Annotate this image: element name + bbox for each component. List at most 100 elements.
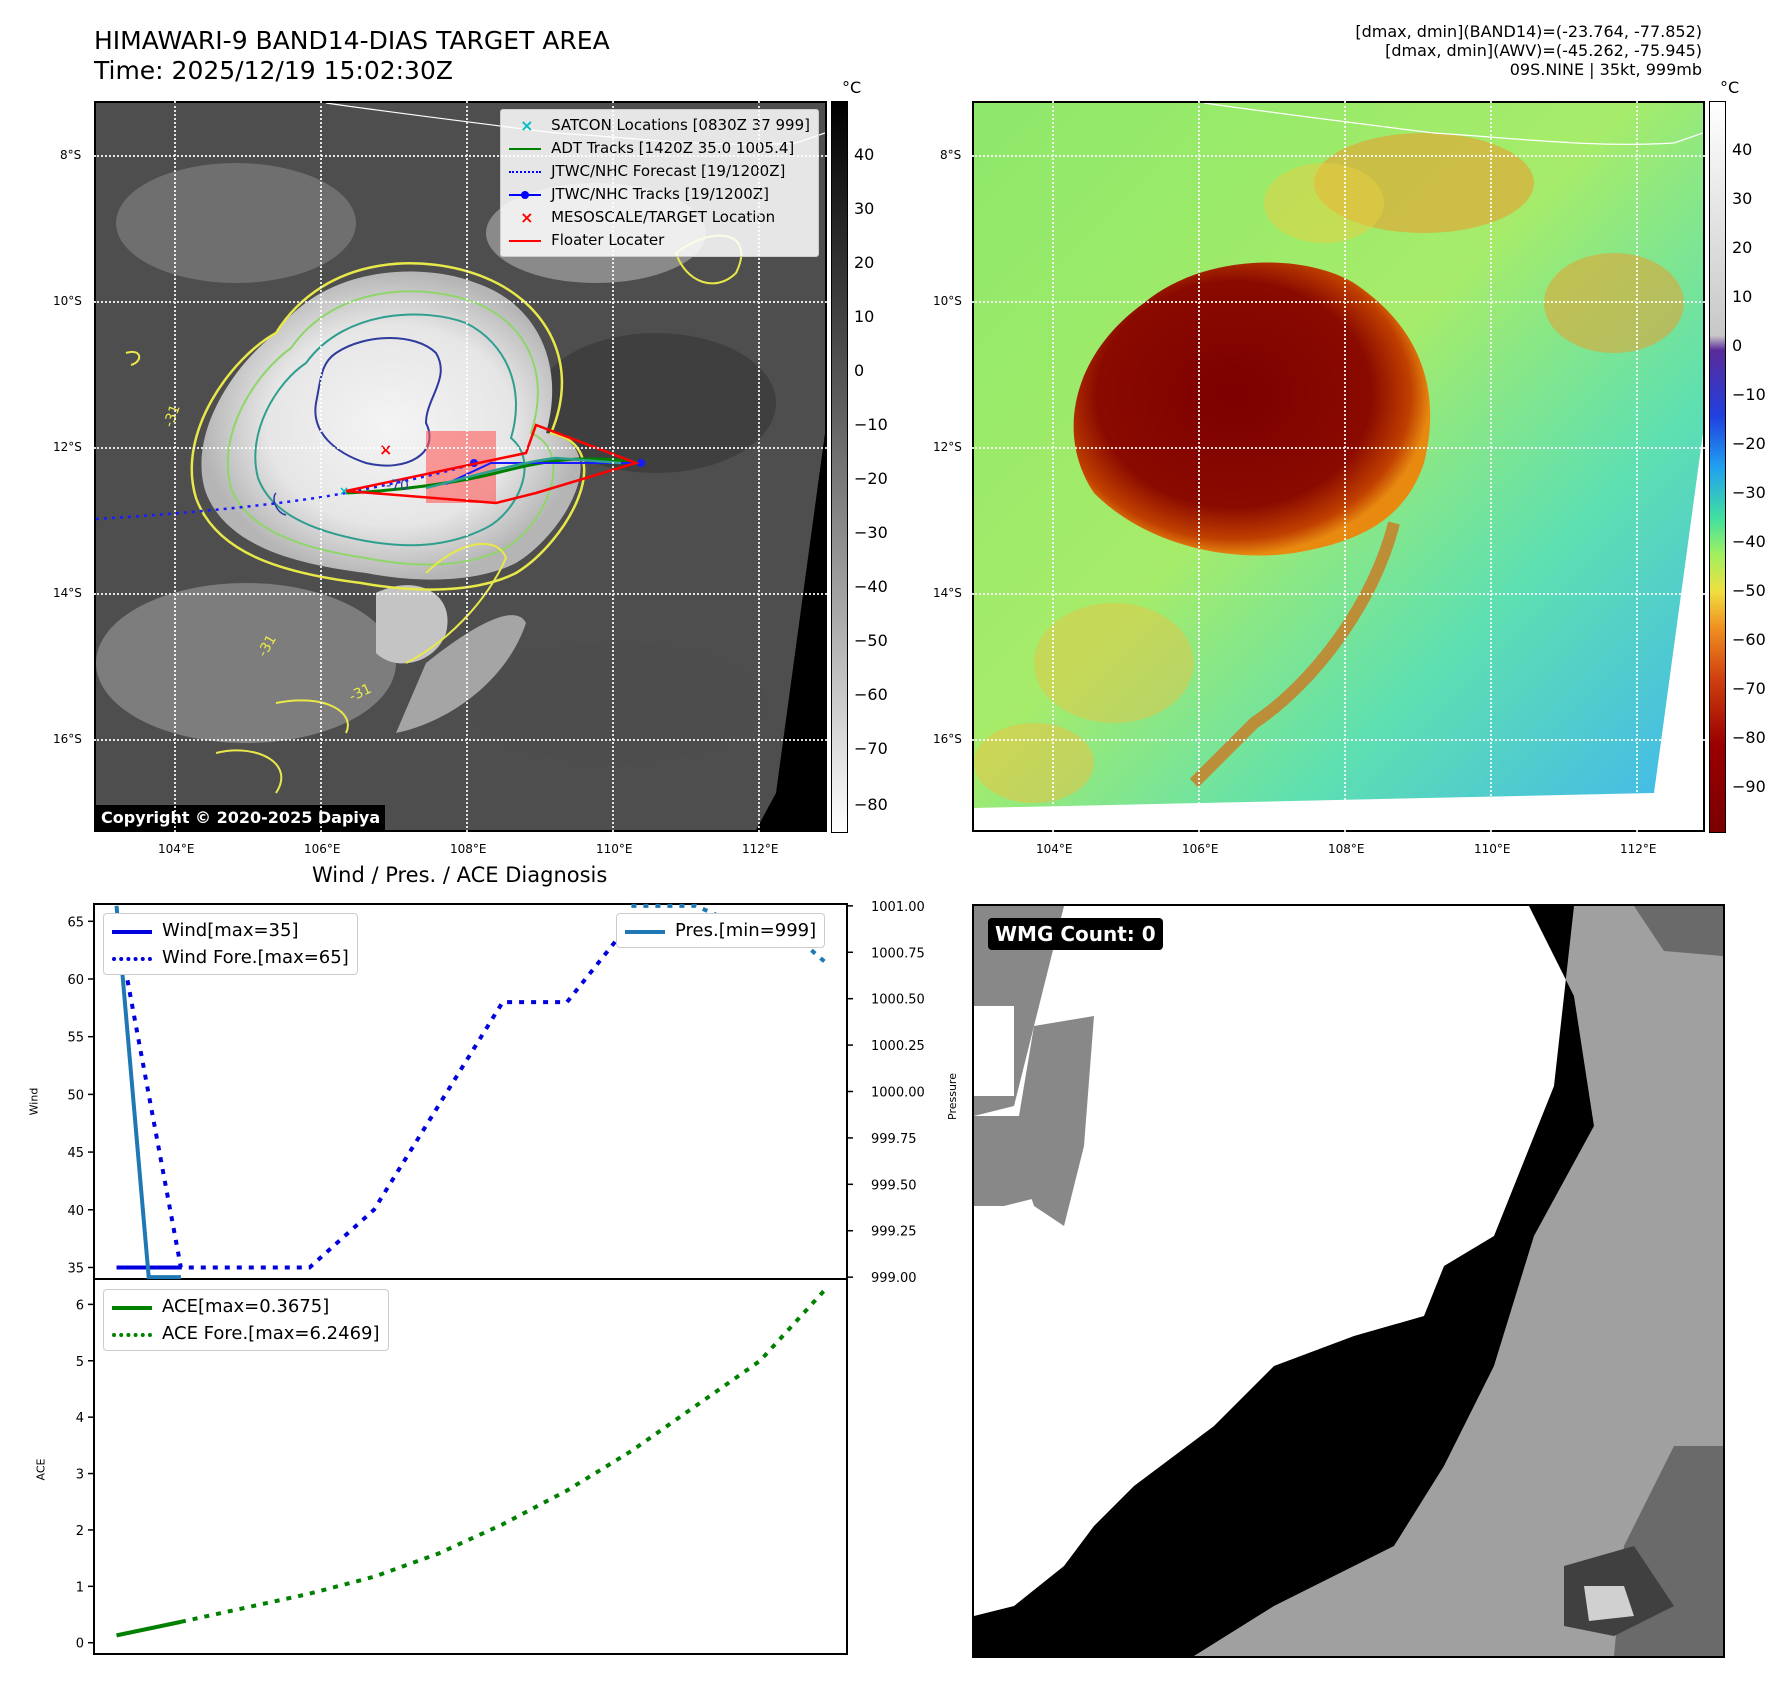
wind-tick-label: 65 [67,915,84,930]
ace-forecast-line [180,1288,826,1624]
ace-tick-label: 4 [76,1411,84,1426]
colorbar-unit: °C [1720,78,1740,97]
pressure-line [114,905,181,1280]
wind-tick-label: 60 [67,973,84,988]
colorbar-tick: 30 [1732,189,1753,208]
lat-tick: 16°S [933,732,962,746]
ace-axis-label: ACE [34,1458,48,1481]
lon-tick: 108°E [450,842,487,856]
colorbar-tick: 20 [854,253,875,272]
colorbar-tick: 10 [1732,287,1753,306]
legend-floater: Floater Locater [509,229,810,252]
ace-line [116,1619,182,1638]
ace-tick-label: 5 [76,1355,84,1370]
wind-legend: Wind[max=35] Wind Fore.[max=65] [103,913,358,975]
satcon-marker-icon: × [520,115,534,135]
pressure-axis-label: Pressure [945,1073,959,1120]
colorbar-tick: 10 [854,307,875,326]
pressure-tick-label: 999.50 [871,1178,917,1193]
ace-legend: ACE[max=0.3675] ACE Fore.[max=6.2469] [103,1289,389,1351]
wind-line-icon [112,924,152,938]
lon-tick: 104°E [1036,842,1073,856]
color-colorbar [1709,101,1726,833]
ace-tick-label: 6 [76,1298,84,1313]
legend-label: ACE[max=0.3675] [162,1296,330,1317]
color-ir-map-panel [972,101,1705,832]
colorbar-tick: 0 [1732,336,1743,355]
ace-tick-label: 2 [76,1524,84,1539]
adt-line-icon [509,142,542,156]
wind-axis-label: Wind [27,1087,41,1116]
svg-text:×: × [379,440,392,459]
pressure-legend: Pres.[min=999] [616,913,826,948]
wind-tick-label: 55 [67,1031,84,1046]
legend-wind-forecast: Wind Fore.[max=65] [112,944,349,971]
wind-tick-label: 50 [67,1088,84,1103]
copyright-label: Copyright © 2020-2025 Dapiya [96,805,386,830]
pressure-tick-label: 1001.00 [871,900,925,915]
wind-tick-label: 45 [67,1146,84,1161]
lat-tick: 14°S [933,586,962,600]
ace-tick-label: 1 [76,1580,84,1595]
colorbar-tick: 0 [854,361,865,380]
colorbar-tick: −80 [1732,728,1766,747]
colorbar-tick: −40 [1732,532,1766,551]
legend-mesoscale: × MESOSCALE/TARGET Location [509,206,810,229]
colorbar-tick: −10 [1732,385,1766,404]
title-line-2: Time: 2025/12/19 15:02:30Z [94,56,453,85]
colorbar-tick: −30 [854,523,888,542]
legend-label: Wind Fore.[max=65] [162,947,349,968]
pressure-tick-label: 1000.75 [871,946,925,961]
gray-colorbar [831,101,848,833]
lon-tick: 108°E [1328,842,1365,856]
lat-tick: 12°S [933,440,962,454]
legend-label: Floater Locater [551,231,665,249]
pressure-tick-label: 1000.50 [871,993,925,1008]
pressure-tick-label: 1000.25 [871,1039,925,1054]
legend-label: Pres.[min=999] [675,920,817,941]
svg-text:×: × [339,484,349,498]
colorbar-tick: −70 [854,739,888,758]
pressure-line-icon [625,924,665,938]
lat-tick: 12°S [53,440,82,454]
legend-satcon: × SATCON Locations [0830Z 37 999] [509,114,810,137]
forecast-line-icon [509,165,542,179]
lon-tick: 112°E [1620,842,1657,856]
legend-label: ADT Tracks [1420Z 35.0 1005.4] [551,139,795,157]
pressure-tick-label: 999.75 [871,1132,917,1147]
legend-jtwc-tracks: JTWC/NHC Tracks [19/1200Z] [509,183,810,206]
lon-tick: 106°E [1182,842,1219,856]
info-block: [dmax, dmin](BAND14)=(-23.764, -77.852) … [1355,22,1702,79]
pressure-tick-label: 1000.00 [871,1086,925,1101]
colorbar-tick: −70 [1732,679,1766,698]
contour-label: -70 [386,478,409,494]
legend-label: ACE Fore.[max=6.2469] [162,1323,380,1344]
pressure-tick-label: 999.00 [871,1271,917,1286]
legend-label: SATCON Locations [0830Z 37 999] [551,116,810,134]
jtwc-track-icon [509,188,542,202]
target-marker-icon: × [520,207,534,227]
colorbar-tick: −50 [1732,581,1766,600]
color-colorbar-ticks: 40 30 20 10 0 −10 −20 −30 −40 −50 −60 −7… [1732,0,1788,850]
colorbar-tick: 30 [854,199,875,218]
colorbar-tick: −60 [1732,630,1766,649]
legend-forecast: JTWC/NHC Forecast [19/1200Z] [509,160,810,183]
floater-line-icon [509,234,542,248]
gray-colorbar-ticks: 40 30 20 10 0 −10 −20 −30 −40 −50 −60 −7… [854,0,914,850]
info-line-1: [dmax, dmin](BAND14)=(-23.764, -77.852) [1355,22,1702,41]
colorbar-tick: 40 [854,145,875,164]
colorbar-tick: 20 [1732,238,1753,257]
lat-tick: 10°S [53,294,82,308]
lon-tick: 110°E [1474,842,1511,856]
legend-label: JTWC/NHC Forecast [19/1200Z] [551,162,786,180]
ace-tick-label: 3 [76,1468,84,1483]
lat-tick: 8°S [940,148,962,162]
ace-tick-label: 0 [76,1637,84,1652]
lon-tick: 106°E [304,842,341,856]
colorbar-tick: −40 [854,577,888,596]
ir-map-panel: × × -31 -31 -31 -70 × SATCON Locations [… [94,101,827,832]
colorbar-tick: −90 [1732,777,1766,796]
track-legend: × SATCON Locations [0830Z 37 999] ADT Tr… [500,109,819,257]
title-line-1: HIMAWARI-9 BAND14-DIAS TARGET AREA [94,26,610,55]
legend-ace-forecast: ACE Fore.[max=6.2469] [112,1320,380,1347]
